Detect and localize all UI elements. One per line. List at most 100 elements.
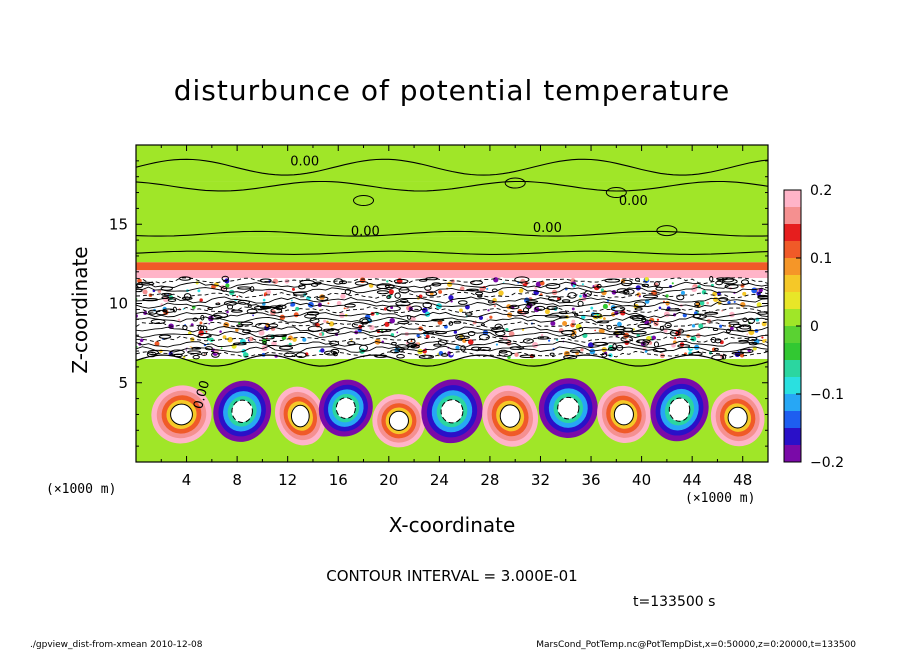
- mixed-speckle: [319, 332, 323, 336]
- mixed-contour: [492, 327, 499, 330]
- field-band-3: [136, 262, 768, 271]
- mixed-contour: [155, 309, 168, 316]
- mixed-contour-line: [136, 276, 768, 284]
- mixed-contour: [721, 354, 727, 360]
- mixed-contour: [354, 280, 369, 286]
- mixed-speckle: [487, 309, 490, 312]
- mixed-speckle: [550, 320, 556, 326]
- mixed-speckle: [505, 327, 509, 332]
- upper-contour: [136, 158, 768, 176]
- mixed-contour: [466, 288, 479, 292]
- mixed-contour: [740, 348, 754, 354]
- mixed-contour: [757, 295, 768, 300]
- colorbar-segment: [784, 309, 801, 326]
- x-tick-label: 12: [278, 471, 297, 489]
- mixed-contour: [376, 290, 390, 295]
- mixed-speckle: [706, 301, 709, 305]
- mixed-speckle: [291, 287, 295, 291]
- mixed-speckle: [651, 302, 655, 305]
- mixed-speckle: [534, 314, 540, 319]
- mixed-speckle: [644, 350, 648, 353]
- mixed-speckle: [751, 323, 754, 326]
- footer-script-info: ./gpview_dist-from-xmean 2010-12-08: [30, 640, 203, 650]
- colorbar-segment: [784, 445, 801, 462]
- mixed-speckle: [341, 340, 347, 347]
- mixed-contour: [268, 323, 279, 328]
- mixed-contour: [249, 286, 255, 293]
- mixed-contour: [304, 313, 317, 319]
- convective-cell: [557, 397, 579, 419]
- mixed-contour: [227, 304, 234, 310]
- x-unit-label-right: (×1000 m): [685, 491, 756, 506]
- upper-contour: [136, 230, 768, 237]
- mixed-speckle: [532, 341, 539, 348]
- mixed-speckle: [540, 280, 545, 286]
- mixed-speckle: [177, 305, 180, 309]
- mixed-speckle: [658, 306, 662, 310]
- mixed-contour: [715, 280, 723, 286]
- mixed-speckle: [493, 277, 499, 283]
- mixed-speckle: [459, 308, 463, 313]
- mixed-speckle: [446, 281, 453, 287]
- mixed-speckle: [295, 306, 300, 311]
- y-tick-label: 5: [118, 374, 128, 392]
- contour-interval-note: CONTOUR INTERVAL = 3.000E-01: [326, 567, 578, 585]
- mixed-contour: [310, 282, 319, 287]
- mixed-speckle: [478, 315, 484, 320]
- mixed-contour: [167, 298, 177, 302]
- mixed-speckle: [590, 306, 594, 310]
- mixed-speckle: [197, 289, 201, 293]
- mixed-speckle: [410, 340, 413, 343]
- colorbar-segment: [784, 258, 801, 275]
- mixed-speckle: [719, 324, 723, 328]
- x-tick-label: 32: [531, 471, 550, 489]
- mixed-contour-line: [136, 316, 768, 324]
- mixed-contour: [664, 322, 672, 329]
- mixed-speckle: [751, 287, 758, 294]
- mixed-contour: [620, 336, 633, 343]
- mixed-contour: [522, 338, 534, 344]
- mixed-speckle: [540, 333, 544, 337]
- mixed-speckle: [571, 319, 576, 324]
- mixed-speckle: [690, 335, 697, 342]
- contour-label: 0.00: [533, 221, 562, 236]
- mixed-speckle: [644, 276, 649, 282]
- mixed-speckle: [195, 281, 199, 285]
- mixed-contour: [316, 296, 329, 301]
- mixed-contour: [517, 311, 530, 315]
- colorbar-segment: [784, 190, 801, 207]
- mixed-speckle: [713, 296, 719, 303]
- mixed-contour: [437, 339, 448, 346]
- mixed-contour: [471, 346, 482, 351]
- mixed-contour: [215, 302, 221, 306]
- mixed-contour: [604, 278, 621, 283]
- mixed-contour: [549, 352, 555, 356]
- mixed-speckle: [227, 336, 233, 343]
- mixed-speckle: [733, 300, 736, 303]
- colorbar-tick-label: −0.2: [810, 455, 844, 471]
- mixed-speckle: [290, 299, 293, 302]
- mixed-contour-line: [136, 291, 768, 299]
- mixed-contour: [514, 276, 530, 283]
- mixed-contour: [478, 333, 490, 341]
- mixed-speckle: [651, 335, 657, 340]
- x-tick-label: 48: [733, 471, 752, 489]
- mixed-contour: [425, 291, 438, 297]
- mixed-speckle: [751, 302, 756, 307]
- mixed-speckle: [541, 344, 546, 349]
- mixed-speckle: [182, 308, 185, 310]
- convective-cell: [500, 404, 521, 428]
- cell-contour: [613, 403, 634, 426]
- cell-contour: [499, 404, 521, 428]
- colorbar-segment: [784, 343, 801, 360]
- mixed-speckle: [219, 330, 222, 333]
- mixed-speckle: [209, 337, 214, 343]
- mixed-contour-line: [136, 306, 768, 314]
- mixed-speckle: [390, 306, 394, 310]
- convective-cell: [440, 399, 464, 423]
- mixed-speckle: [746, 333, 749, 336]
- mixed-speckle: [581, 283, 584, 286]
- field-band-0: [136, 145, 768, 182]
